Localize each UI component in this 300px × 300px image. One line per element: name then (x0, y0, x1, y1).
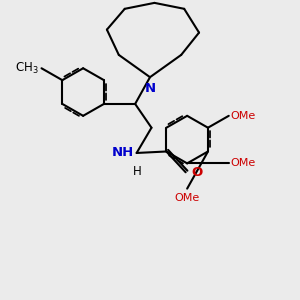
Text: H: H (133, 165, 142, 178)
Text: O: O (192, 166, 203, 179)
Text: OMe: OMe (230, 158, 256, 168)
Text: NH: NH (111, 146, 134, 160)
Text: OMe: OMe (175, 193, 200, 203)
Text: CH$_3$: CH$_3$ (15, 61, 39, 76)
Text: N: N (144, 82, 156, 94)
Text: OMe: OMe (230, 111, 256, 121)
